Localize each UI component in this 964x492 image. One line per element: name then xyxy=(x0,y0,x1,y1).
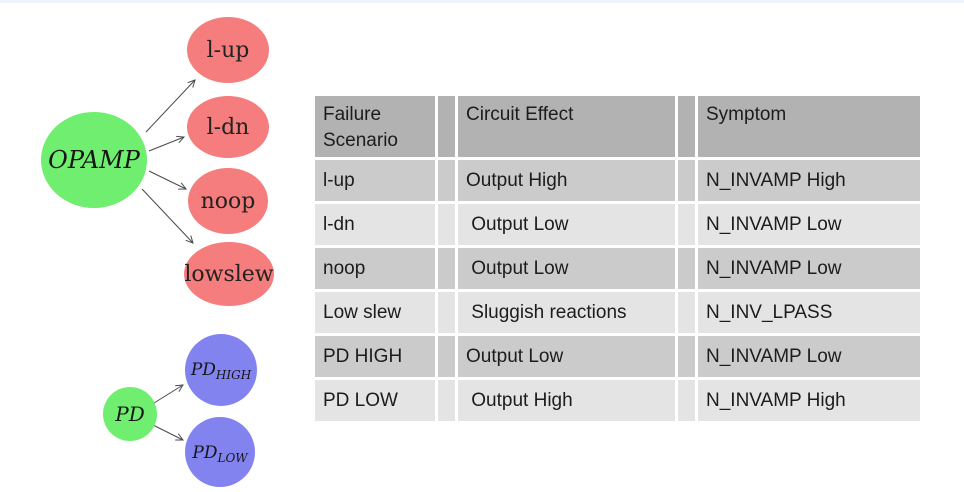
symptom-cell: N_INVAMP High xyxy=(698,380,920,422)
scenario-cell: Low slew xyxy=(315,292,435,334)
edge-opamp-noop xyxy=(148,170,186,189)
symptom-cell: N_INV_LPASS xyxy=(698,292,920,334)
spacer-cell xyxy=(438,292,455,334)
effect-cell: Sluggish reactions xyxy=(458,292,675,334)
opamp-root-label: OPAMP xyxy=(48,146,141,174)
spacer-cell xyxy=(438,160,455,202)
edge-opamp-ldn xyxy=(148,137,184,152)
table-row: l-dn Output Low N_INVAMP Low xyxy=(315,204,920,246)
fault-label-ldn: l-dn xyxy=(207,115,250,140)
scenario-cell: l-up xyxy=(315,160,435,202)
spacer-cell xyxy=(678,380,695,422)
edge-opamp-lup xyxy=(145,80,195,133)
spacer-cell xyxy=(678,204,695,246)
table-row: l-up Output High N_INVAMP High xyxy=(315,160,920,202)
symptom-cell: N_INVAMP Low xyxy=(698,204,920,246)
pd-root-label: PD xyxy=(114,402,145,426)
failure-scenario-table: Failure Scenario Circuit Effect Symptom … xyxy=(312,93,923,424)
pd-low-node xyxy=(185,417,255,487)
effect-cell: Output High xyxy=(458,160,675,202)
fault-node-lowslew xyxy=(184,242,274,306)
spacer-cell xyxy=(438,204,455,246)
scenario-cell: PD HIGH xyxy=(315,336,435,378)
spacer-cell xyxy=(438,336,455,378)
spacer-cell xyxy=(678,160,695,202)
fault-tree-diagram: OPAMP l-up l-dn noop lowslew PD PDHIGH P… xyxy=(41,17,274,487)
pd-low-label: PDLOW xyxy=(191,443,249,465)
col-header-symptom: Symptom xyxy=(698,96,920,158)
effect-cell: Output Low xyxy=(458,204,675,246)
fault-label-noop: noop xyxy=(201,189,256,214)
spacer-cell xyxy=(678,292,695,334)
scenario-cell: PD LOW xyxy=(315,380,435,422)
effect-cell: Output High xyxy=(458,380,675,422)
table-header-row: Failure Scenario Circuit Effect Symptom xyxy=(315,96,920,158)
pd-high-label: PDHIGH xyxy=(190,360,252,382)
fault-label-lowslew: lowslew xyxy=(184,262,273,287)
edge-pd-high xyxy=(153,385,183,404)
table-row: PD LOW Output High N_INVAMP High xyxy=(315,380,920,422)
symptom-cell: N_INVAMP Low xyxy=(698,248,920,290)
fault-label-lup: l-up xyxy=(207,38,250,63)
col-header-circuit-effect: Circuit Effect xyxy=(458,96,675,158)
top-edge-strip xyxy=(0,0,964,3)
pd-root-node xyxy=(103,387,157,441)
table-row: noop Output Low N_INVAMP Low xyxy=(315,248,920,290)
symptom-cell: N_INVAMP Low xyxy=(698,336,920,378)
spacer-cell xyxy=(438,380,455,422)
fault-node-noop xyxy=(188,168,268,234)
edge-pd-low xyxy=(152,424,183,440)
opamp-root-node xyxy=(41,112,147,208)
spacer-cell xyxy=(678,336,695,378)
scenario-cell: l-dn xyxy=(315,204,435,246)
col-header-failure-scenario: Failure Scenario xyxy=(315,96,435,158)
spacer-cell xyxy=(678,248,695,290)
scenario-cell: noop xyxy=(315,248,435,290)
pd-high-node xyxy=(185,334,257,406)
fault-node-lup xyxy=(187,17,269,83)
effect-cell: Output Low xyxy=(458,248,675,290)
edge-opamp-lowslew xyxy=(141,188,193,243)
table-row: Low slew Sluggish reactions N_INV_LPASS xyxy=(315,292,920,334)
header-spacer-cell xyxy=(678,96,695,158)
symptom-cell: N_INVAMP High xyxy=(698,160,920,202)
fault-node-ldn xyxy=(187,96,269,158)
table-row: PD HIGH Output Low N_INVAMP Low xyxy=(315,336,920,378)
header-spacer-cell xyxy=(438,96,455,158)
effect-cell: Output Low xyxy=(458,336,675,378)
spacer-cell xyxy=(438,248,455,290)
